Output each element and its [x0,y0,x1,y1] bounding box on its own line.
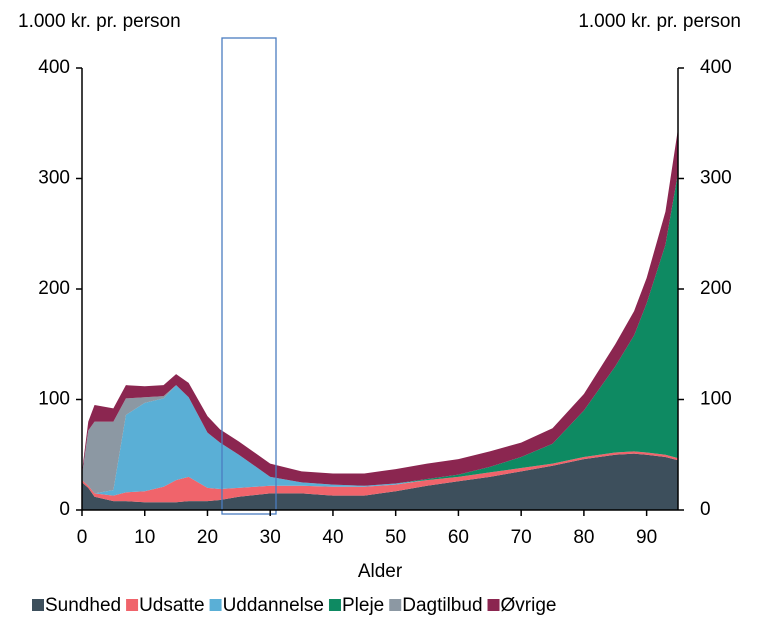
y-tick-label: 200 [38,278,70,299]
x-tick-label: 80 [573,527,594,548]
legend-label: Uddannelse [223,595,324,616]
legend-label: Sundhed [45,595,121,616]
y-tick-label: 100 [38,389,70,410]
y2-tick-label: 200 [700,278,732,299]
areas [82,128,678,510]
legend-swatch [487,599,500,611]
y-tick-label: 0 [59,499,70,520]
area [82,453,678,510]
legend-label: Øvrige [501,595,557,616]
legend-swatch [389,599,402,611]
y2-tick-label: 100 [700,389,732,410]
area [82,451,678,503]
area [82,385,678,496]
legend-swatch [32,599,44,611]
y-tick-label: 400 [38,57,70,78]
highlight-box [221,37,277,515]
x-tick-label: 70 [511,527,532,548]
x-tick-label: 30 [260,527,281,548]
y-axis-label: 1.000 kr. pr. person [18,11,181,32]
y2-tick-label: 0 [700,499,711,520]
x-tick-label: 50 [385,527,406,548]
y2-tick-label: 300 [700,168,732,189]
y2-axis-label: 1.000 kr. pr. person [578,11,741,32]
legend-label: Dagtilbud [402,595,482,616]
x-tick-label: 60 [448,527,469,548]
x-tick-label: 90 [636,527,657,548]
legend-label: Pleje [342,595,384,616]
legend-label: Udsatte [139,595,204,616]
x-tick-label: 20 [197,527,218,548]
x-tick-label: 40 [322,527,343,548]
legend-swatch [126,599,139,611]
y-tick-label: 300 [38,168,70,189]
legend-swatch [209,599,222,611]
x-axis-label: Alder [358,561,403,582]
y2-tick-label: 400 [700,57,732,78]
x-tick-label: 10 [134,527,155,548]
x-tick-label: 0 [77,527,88,548]
legend-swatch [328,599,341,611]
